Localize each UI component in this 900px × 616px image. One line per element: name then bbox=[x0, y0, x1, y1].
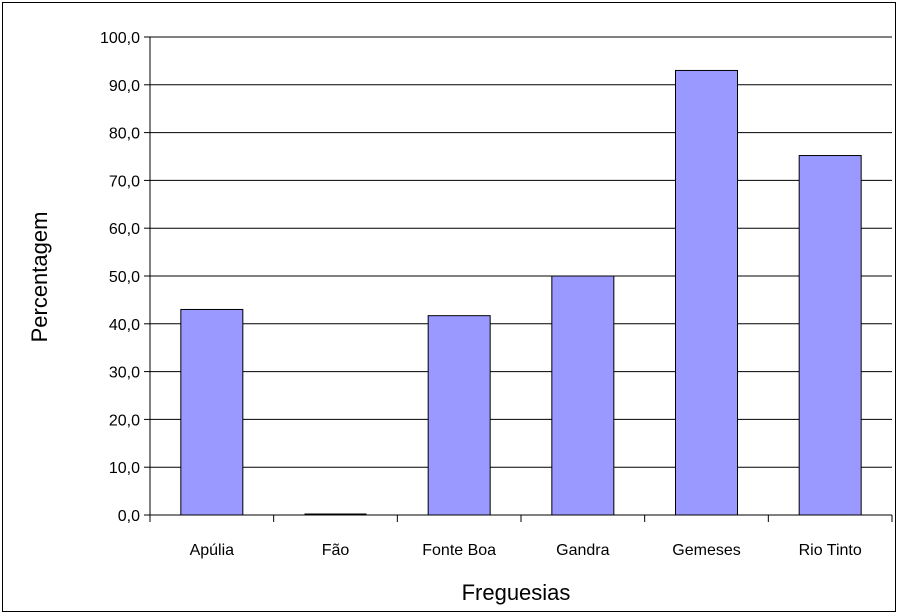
x-tick-label: Fão bbox=[322, 542, 350, 559]
gridlines bbox=[150, 36, 892, 468]
y-axis-title: Percentagem bbox=[27, 212, 52, 343]
bar bbox=[675, 69, 738, 516]
y-tick-label: 50,0 bbox=[109, 269, 140, 286]
x-tick-label: Rio Tinto bbox=[799, 542, 862, 559]
x-axis-title: Freguesias bbox=[462, 580, 571, 605]
bar bbox=[798, 155, 862, 516]
x-tick-label: Gemeses bbox=[672, 542, 740, 559]
y-tick-label: 20,0 bbox=[109, 412, 140, 429]
y-tick-label: 40,0 bbox=[109, 317, 140, 334]
bars bbox=[180, 69, 862, 516]
y-tick-label: 60,0 bbox=[109, 221, 140, 238]
x-tick-label: Fonte Boa bbox=[422, 542, 496, 559]
y-tick-label: 90,0 bbox=[109, 78, 140, 95]
axes bbox=[144, 36, 893, 522]
x-tick-label: Gandra bbox=[556, 542, 609, 559]
y-tick-label: 30,0 bbox=[109, 365, 140, 382]
bar bbox=[180, 308, 244, 516]
bar bbox=[427, 315, 491, 516]
tick-labels: 0,0 10,0 20,0 30,0 40,0 50,0 60,0 70,0 80,0 90,0 1… bbox=[100, 30, 862, 559]
x-tick-label: Apúlia bbox=[190, 542, 235, 559]
y-tick-label: 70,0 bbox=[109, 173, 140, 190]
y-tick-label: 100,0 bbox=[100, 30, 140, 47]
bar bbox=[551, 275, 615, 516]
y-tick-label: 80,0 bbox=[109, 126, 140, 143]
y-tick-label: 0,0 bbox=[118, 508, 140, 525]
y-tick-label: 10,0 bbox=[109, 460, 140, 477]
